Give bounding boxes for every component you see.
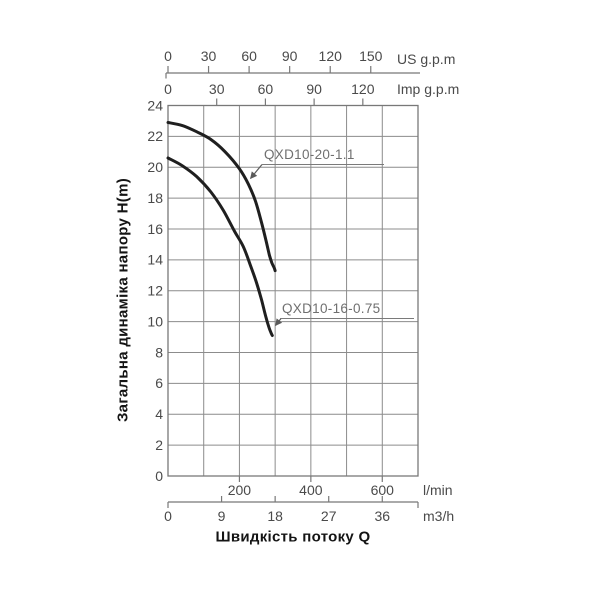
m3h-unit-label: m3/h — [423, 508, 454, 524]
head-tick-label: 16 — [147, 221, 163, 237]
head-tick-label: 18 — [147, 190, 163, 206]
m3h-tick-label: 36 — [374, 508, 390, 524]
head-tick-label: 2 — [155, 437, 163, 453]
us-gpm-tick-label: 0 — [164, 48, 172, 64]
us-gpm-tick-label: 30 — [201, 48, 217, 64]
us-gpm-tick-label: 90 — [282, 48, 298, 64]
pump-curve-QXD10-20-1.1 — [166, 121, 277, 273]
us-gpm-tick-label: 150 — [359, 48, 383, 64]
head-tick-label: 14 — [147, 252, 163, 268]
y-axis-title: Загальна динаміка напору H(m) — [114, 177, 132, 423]
lmin-unit-label: l/min — [423, 482, 453, 498]
head-tick-label: 4 — [155, 406, 163, 422]
head-tick-label: 0 — [155, 468, 163, 484]
x-axis-title: Швидкість потоку Q — [215, 528, 371, 546]
us-gpm-tick-label: 120 — [319, 48, 343, 64]
head-tick-label: 22 — [147, 128, 163, 144]
m3h-tick-label: 18 — [267, 508, 283, 524]
imp-gpm-tick-label: 60 — [258, 81, 274, 97]
lmin-tick-label: 400 — [299, 482, 323, 498]
us-gpm-tick-label: 60 — [241, 48, 257, 64]
curve-label-leader-2 — [275, 318, 283, 327]
imp-gpm-tick-label: 30 — [209, 81, 225, 97]
imp-gpm-unit-label: Imp g.p.m — [397, 81, 459, 97]
head-tick-label: 12 — [147, 283, 163, 299]
m3h-tick-label: 0 — [164, 508, 172, 524]
plot-border — [167, 104, 419, 477]
m3h-tick-label: 27 — [321, 508, 337, 524]
lmin-tick-label: 600 — [371, 482, 395, 498]
pump-curve-QXD10-16-0.75 — [166, 156, 274, 337]
lmin-tick-label: 200 — [228, 482, 252, 498]
curve-label-qxd10-16-0.75: QXD10-16-0.75 — [280, 301, 414, 319]
head-tick-label: 20 — [147, 159, 163, 175]
imp-gpm-tick-label: 90 — [306, 81, 322, 97]
head-tick-label: 6 — [155, 375, 163, 391]
imp-gpm-tick-label: 0 — [164, 81, 172, 97]
curve-label-leader-1 — [250, 164, 263, 180]
head-tick-label: 10 — [147, 313, 163, 329]
imp-gpm-tick-label: 120 — [351, 81, 375, 97]
us-gpm-unit-label: US g.p.m — [397, 51, 455, 67]
head-tick-label: 8 — [155, 344, 163, 360]
m3h-tick-label: 9 — [218, 508, 226, 524]
curve-label-qxd10-20-1.1: QXD10-20-1.1 — [262, 147, 384, 165]
head-tick-label: 24 — [147, 97, 163, 113]
